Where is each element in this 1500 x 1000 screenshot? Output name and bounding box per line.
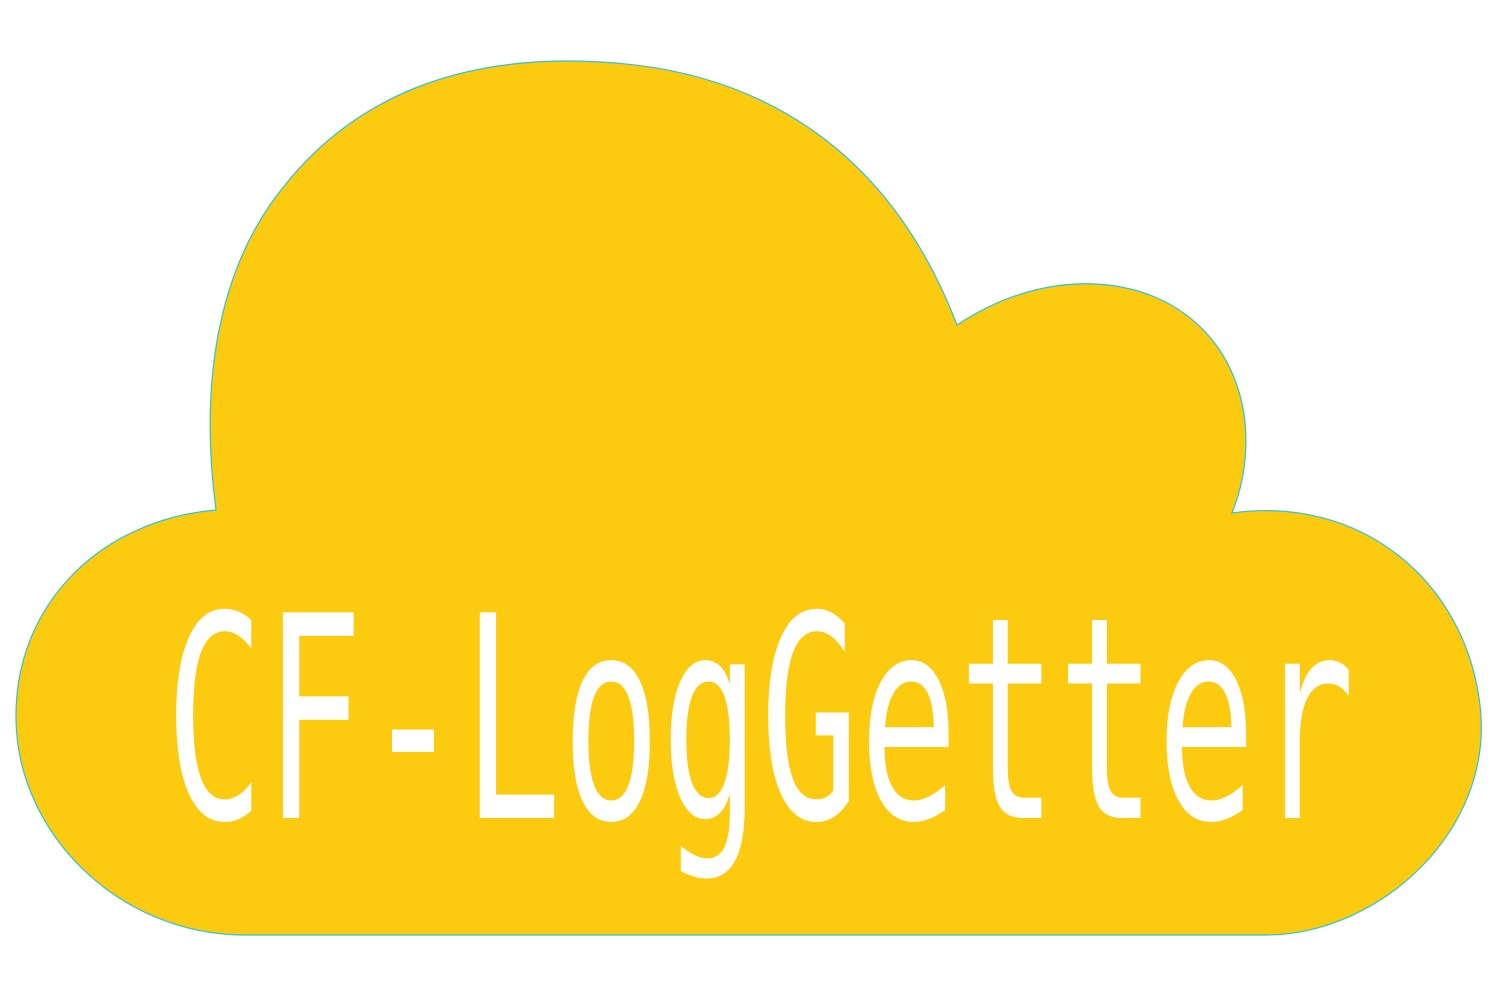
cloud-icon [15,60,1482,936]
logo-wordmark: CF-LogGetter [165,556,1355,885]
